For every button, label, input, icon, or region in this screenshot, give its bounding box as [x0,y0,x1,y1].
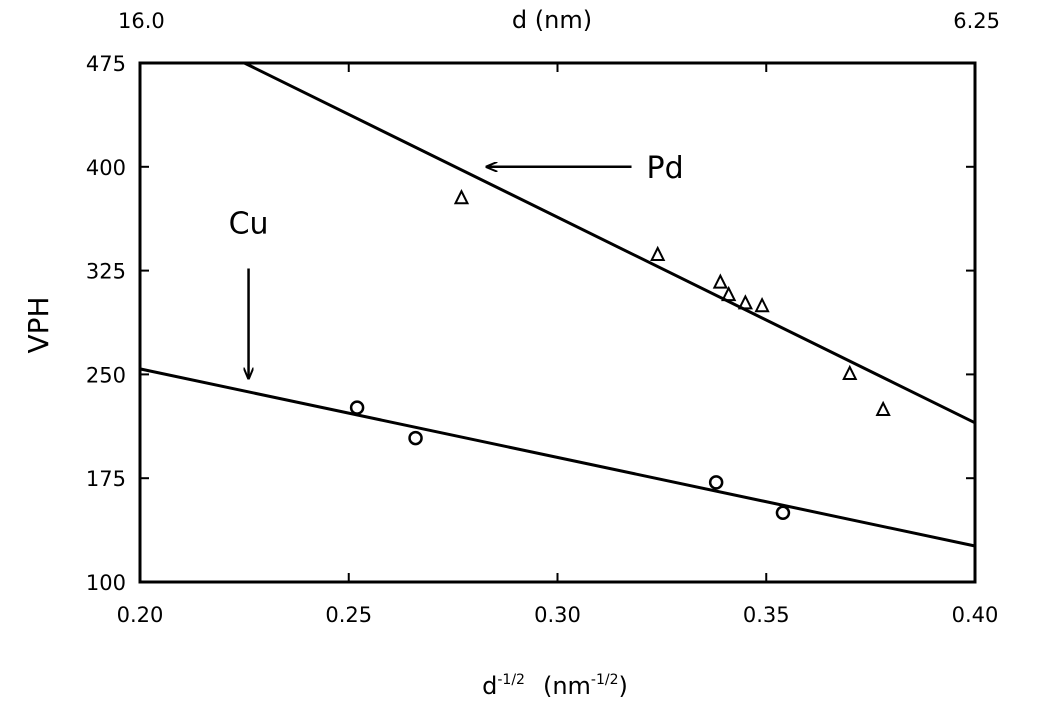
fit-line-cu [139,367,976,548]
x-axis-label-unit: (nm [543,672,591,700]
point-cu [408,430,423,446]
y-tick-labels: 100 175 250 325 400 475 [86,52,126,595]
cu-annotation-label: Cu [229,207,269,242]
point-cu [349,400,365,415]
top-axis-left-value: 16.0 [118,9,165,33]
x-tick-label: 0.40 [952,603,999,627]
plot-frame [138,61,977,584]
y-tick-label: 250 [86,363,126,387]
y-tick-label: 175 [86,467,126,491]
point-cu [708,475,724,490]
y-tick-label: 100 [86,571,126,595]
y-axis-label: VPH [22,296,55,353]
point-pd [737,294,753,310]
point-pd [453,189,470,205]
x-axis-label-base: d [482,672,497,700]
fit-line-pd [243,61,976,425]
point-pd [650,245,666,261]
x-tick-labels: 0.20 0.25 0.30 0.35 0.40 [117,603,999,627]
y-tick-label: 400 [86,156,126,180]
point-pd [875,400,891,416]
x-tick-label: 0.30 [534,603,581,627]
point-cu [775,505,791,521]
x-axis-label: d-1/2 (nm-1/2) [482,672,628,700]
y-tick-label: 475 [86,52,126,76]
y-tick-label: 325 [86,260,126,284]
x-axis-label-close: ) [619,672,628,700]
x-tick-label: 0.25 [325,603,372,627]
data-points [349,189,891,521]
x-axis-label-unit-sup: -1/2 [591,672,619,688]
axis-ticks [139,62,976,583]
point-pd [754,296,770,313]
annotations: Pd Cu [229,151,684,379]
top-axis-right-value: 6.25 [953,9,1000,33]
point-pd [842,364,858,381]
fit-lines [139,61,976,548]
pd-annotation-label: Pd [647,151,684,186]
x-tick-label: 0.20 [117,603,164,627]
top-axis-label: d (nm) [512,6,592,34]
point-pd [712,273,728,289]
x-tick-label: 0.35 [743,603,790,627]
point-pd [721,285,737,302]
x-axis-label-sup: -1/2 [497,672,525,688]
